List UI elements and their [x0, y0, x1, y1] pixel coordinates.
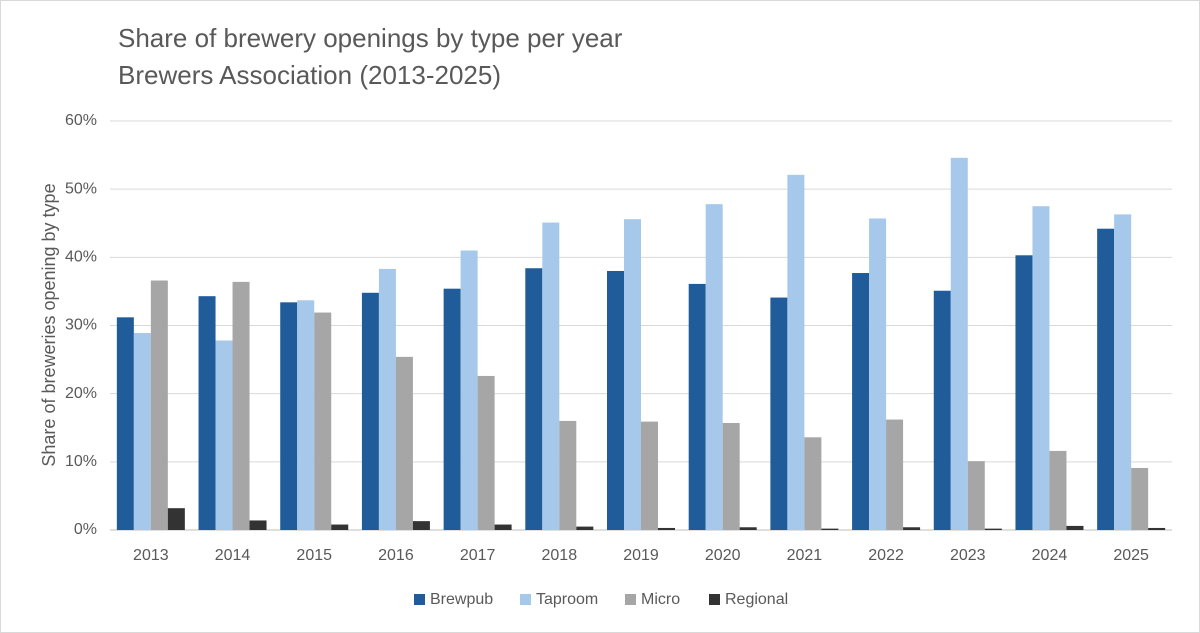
bar-brewpub [116, 317, 134, 530]
bar-regional [984, 528, 1002, 530]
chart-title-block: Share of brewery openings by type per ye… [118, 20, 622, 94]
bar-brewpub [525, 268, 543, 530]
bar-micro [314, 312, 332, 530]
legend: Brewpub Taproom Micro Regional [414, 591, 788, 608]
chart-title: Share of brewery openings by type per ye… [118, 23, 623, 53]
x-tick-label: 2022 [868, 547, 904, 564]
x-tick-label: 2024 [1032, 547, 1068, 564]
bar-regional [576, 526, 594, 530]
bar-brewpub [688, 283, 706, 530]
x-tick-label: 2023 [950, 547, 986, 564]
bar-micro [641, 421, 658, 530]
y-tick-label: 30% [65, 317, 97, 334]
bar-regional [1148, 527, 1166, 530]
bar-brewpub [1015, 255, 1033, 530]
bar-micro [722, 422, 740, 530]
bar-regional [249, 520, 267, 530]
bar-taproom [1114, 214, 1132, 530]
bar-taproom [869, 218, 887, 530]
bar-taproom [215, 340, 233, 530]
y-tick-label: 20% [65, 385, 97, 402]
legend-swatch [709, 594, 720, 605]
bar-taproom [297, 300, 315, 530]
bar-brewpub [852, 273, 870, 530]
legend-swatch [520, 594, 531, 605]
y-axis-label: Share of breweries opening by type [39, 183, 59, 466]
x-tick-label: 2015 [296, 547, 332, 564]
bar-brewpub [280, 302, 298, 530]
bar-taproom [378, 268, 396, 530]
bar-micro [886, 419, 904, 530]
bar-micro [395, 356, 413, 530]
bar-regional [167, 508, 185, 530]
bar-regional [494, 524, 512, 530]
y-tick-label: 40% [65, 249, 97, 266]
legend-item: Taproom [520, 591, 598, 608]
bar-regional [903, 527, 921, 530]
bar-micro [232, 281, 250, 530]
bar-taproom [950, 157, 968, 530]
bar-brewpub [443, 288, 461, 530]
x-tick-label: 2020 [705, 547, 741, 564]
bar-taproom [624, 219, 641, 530]
x-tick-label: 2013 [133, 547, 169, 564]
legend-item: Brewpub [414, 591, 493, 608]
legend-item: Regional [709, 591, 788, 608]
bar-brewpub [361, 292, 379, 530]
bar-brewpub [770, 297, 788, 530]
legend-swatch [625, 594, 636, 605]
bar-regional [412, 521, 430, 530]
bar-taproom [787, 174, 805, 530]
bar-micro [150, 280, 168, 530]
bar-brewpub [933, 290, 951, 530]
y-tick-label: 10% [65, 453, 97, 470]
bar-brewpub [607, 270, 624, 530]
x-tick-label: 2025 [1113, 547, 1149, 564]
bar-taproom [1032, 206, 1050, 531]
bar-regional [739, 527, 757, 530]
x-axis-ticks: 2013 2014 2015 2016 2017 2018 2019 2020 2021 2022… [133, 547, 1149, 564]
bar-regional [331, 524, 349, 530]
x-tick-label: 2017 [460, 547, 496, 564]
bars [116, 157, 1166, 531]
x-tick-label: 2016 [378, 547, 414, 564]
bar-brewpub [198, 296, 216, 530]
y-tick-label: 0% [74, 521, 97, 538]
legend-label: Regional [725, 591, 788, 608]
chart-subtitle: Brewers Association (2013-2025) [118, 60, 501, 90]
bar-taproom [460, 250, 478, 530]
y-axis-ticks: 0% 10% 20% 30% 40% 50% 60% [65, 112, 97, 538]
bar-micro [1049, 450, 1067, 530]
bar-taproom [542, 222, 560, 530]
bar-regional [1066, 525, 1084, 530]
bar-brewpub [1097, 228, 1115, 530]
x-tick-label: 2018 [542, 547, 578, 564]
legend-label: Micro [641, 591, 680, 608]
legend-swatch [414, 594, 425, 605]
bar-micro [559, 420, 577, 530]
legend-item: Micro [625, 591, 680, 608]
bar-regional [658, 527, 675, 530]
x-tick-label: 2021 [787, 547, 823, 564]
y-tick-label: 50% [65, 180, 97, 197]
bar-micro [477, 375, 495, 530]
legend-label: Brewpub [430, 591, 493, 608]
bar-micro [967, 461, 985, 530]
bar-micro [804, 437, 822, 530]
bar-regional [821, 528, 839, 530]
y-tick-label: 60% [65, 112, 97, 129]
bar-taproom [133, 332, 151, 530]
x-tick-label: 2014 [215, 547, 251, 564]
bar-taproom [705, 204, 723, 530]
x-tick-label: 2019 [623, 547, 659, 564]
legend-label: Taproom [536, 591, 598, 608]
bar-micro [1131, 467, 1149, 530]
